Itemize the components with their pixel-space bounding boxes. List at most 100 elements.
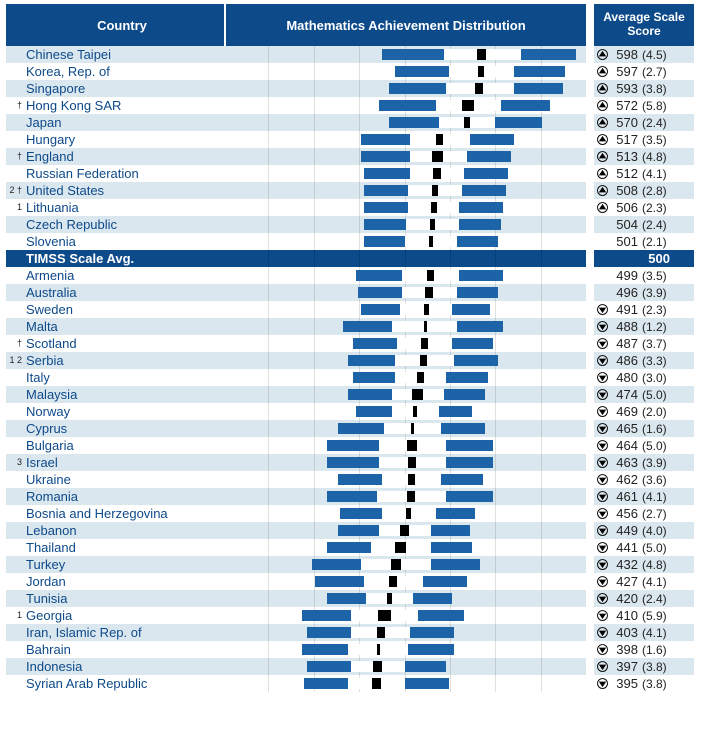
table-row: 1 2Serbia [6,352,586,369]
score-value: 474 [610,387,640,402]
table-row: Turkey [6,556,586,573]
table-row: Syrian Arab Republic [6,675,586,692]
table-row: Bosnia and Herzegovina [6,505,586,522]
distribution-cell [224,131,586,148]
arrow-up-icon [594,66,610,77]
distribution-cell [224,539,586,556]
arrow-up-icon [594,49,610,60]
country-name: Italy [24,370,224,385]
score-row: 465(1.6) [594,420,694,437]
country-name: TIMSS Scale Avg. [24,251,224,266]
score-row: 572(5.8) [594,97,694,114]
score-value: 517 [610,132,640,147]
arrow-down-icon [594,627,610,638]
table-row: Japan [6,114,586,131]
score-se: (1.6) [640,643,678,657]
score-row: 496(3.9) [594,284,694,301]
arrow-down-icon [594,678,610,689]
table-row: Jordan [6,573,586,590]
score-row: 449(4.0) [594,522,694,539]
score-se: (1.2) [640,320,678,334]
score-se: (3.9) [640,456,678,470]
score-value: 469 [610,404,640,419]
score-row: 395(3.8) [594,675,694,692]
score-se: (5.9) [640,609,678,623]
distribution-cell [224,97,586,114]
score-row: 463(3.9) [594,454,694,471]
table-row: Australia [6,284,586,301]
score-se: (4.1) [640,490,678,504]
distribution-cell [224,505,586,522]
score-value: 496 [610,285,640,300]
country-name: Czech Republic [24,217,224,232]
table-row: Hungary [6,131,586,148]
country-name: Armenia [24,268,224,283]
country-name: Malaysia [24,387,224,402]
distribution-cell [224,318,586,335]
country-name: Scotland [24,336,224,351]
score-row: 488(1.2) [594,318,694,335]
distribution-cell [224,199,586,216]
distribution-cell [224,233,586,250]
distribution-cell [224,590,586,607]
distribution-cell [224,301,586,318]
table-row: TIMSS Scale Avg. [6,250,586,267]
distribution-cell [224,267,586,284]
header-country: Country [6,4,226,46]
table-row: Sweden [6,301,586,318]
score-value: 398 [610,642,640,657]
header-score: Average Scale Score [594,4,694,46]
score-se: (2.1) [640,235,678,249]
arrow-down-icon [594,338,610,349]
score-value: 491 [610,302,640,317]
distribution-cell [224,148,586,165]
arrow-up-icon [594,134,610,145]
score-se: (4.1) [640,167,678,181]
arrow-down-icon [594,423,610,434]
country-name: Romania [24,489,224,504]
score-se: (2.0) [640,405,678,419]
arrow-down-icon [594,355,610,366]
row-notes: † [6,339,24,348]
distribution-cell [224,522,586,539]
table-row: Malaysia [6,386,586,403]
distribution-cell [224,182,586,199]
table-row: Armenia [6,267,586,284]
score-value: 403 [610,625,640,640]
distribution-cell [224,335,586,352]
score-value: 395 [610,676,640,691]
arrow-down-icon [594,593,610,604]
table-row: Indonesia [6,658,586,675]
score-se: (3.6) [640,473,678,487]
score-value: 462 [610,472,640,487]
country-name: Hungary [24,132,224,147]
table-row: Slovenia [6,233,586,250]
score-se: (5.0) [640,541,678,555]
arrow-up-icon [594,151,610,162]
table-row: †England [6,148,586,165]
table-row: Russian Federation [6,165,586,182]
distribution-cell [224,369,586,386]
arrow-down-icon [594,576,610,587]
distribution-cell [224,114,586,131]
score-value: 427 [610,574,640,589]
table-row: Ukraine [6,471,586,488]
distribution-cell [224,403,586,420]
score-row: 504(2.4) [594,216,694,233]
row-notes: 2 † [6,186,24,195]
distribution-cell [224,420,586,437]
score-value: 499 [610,268,640,283]
score-se: (4.1) [640,626,678,640]
score-row: 508(2.8) [594,182,694,199]
left-panel: Country Mathematics Achievement Distribu… [6,4,586,692]
score-value: 464 [610,438,640,453]
score-se: (2.4) [640,116,678,130]
distribution-cell [224,437,586,454]
table-row: Thailand [6,539,586,556]
country-name: United States [24,183,224,198]
arrow-down-icon [594,440,610,451]
arrow-down-icon [594,542,610,553]
score-value: 512 [610,166,640,181]
score-row: 486(3.3) [594,352,694,369]
score-value: 508 [610,183,640,198]
